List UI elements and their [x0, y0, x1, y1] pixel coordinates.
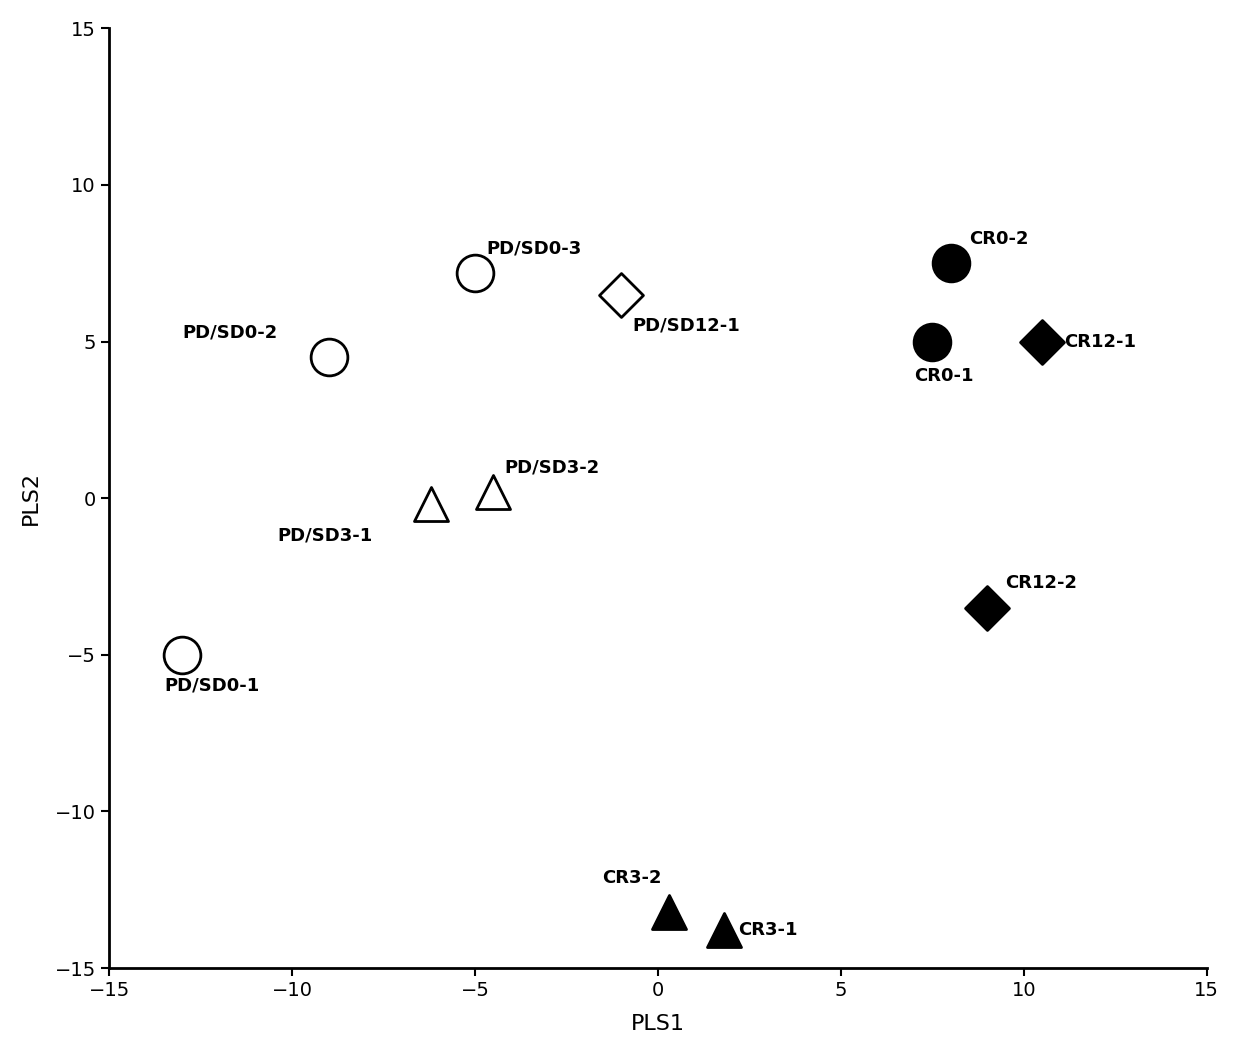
- Point: [1032, 333, 1052, 350]
- Y-axis label: PLS2: PLS2: [21, 472, 41, 525]
- Text: PD/SD12-1: PD/SD12-1: [632, 316, 740, 334]
- Point: [923, 333, 942, 350]
- Text: CR12-2: CR12-2: [1006, 574, 1078, 592]
- Text: CR0-1: CR0-1: [914, 367, 973, 385]
- Point: [658, 903, 678, 920]
- Text: PD/SD0-2: PD/SD0-2: [182, 324, 278, 342]
- Text: CR12-1: CR12-1: [1064, 332, 1136, 350]
- Text: CR3-2: CR3-2: [603, 868, 662, 886]
- Point: [611, 286, 631, 303]
- Point: [941, 255, 961, 272]
- Point: [714, 922, 734, 939]
- Point: [172, 647, 192, 664]
- Point: [319, 349, 339, 366]
- Text: CR0-2: CR0-2: [968, 230, 1028, 248]
- Text: PD/SD0-3: PD/SD0-3: [486, 239, 582, 257]
- Text: CR3-1: CR3-1: [739, 921, 797, 940]
- Text: PD/SD0-1: PD/SD0-1: [164, 676, 259, 695]
- Text: PD/SD3-1: PD/SD3-1: [278, 526, 373, 544]
- Point: [977, 599, 997, 616]
- Point: [484, 483, 503, 500]
- Point: [422, 496, 441, 513]
- Point: [465, 264, 485, 281]
- Text: PD/SD3-2: PD/SD3-2: [505, 458, 599, 476]
- X-axis label: PLS1: PLS1: [631, 1014, 684, 1034]
